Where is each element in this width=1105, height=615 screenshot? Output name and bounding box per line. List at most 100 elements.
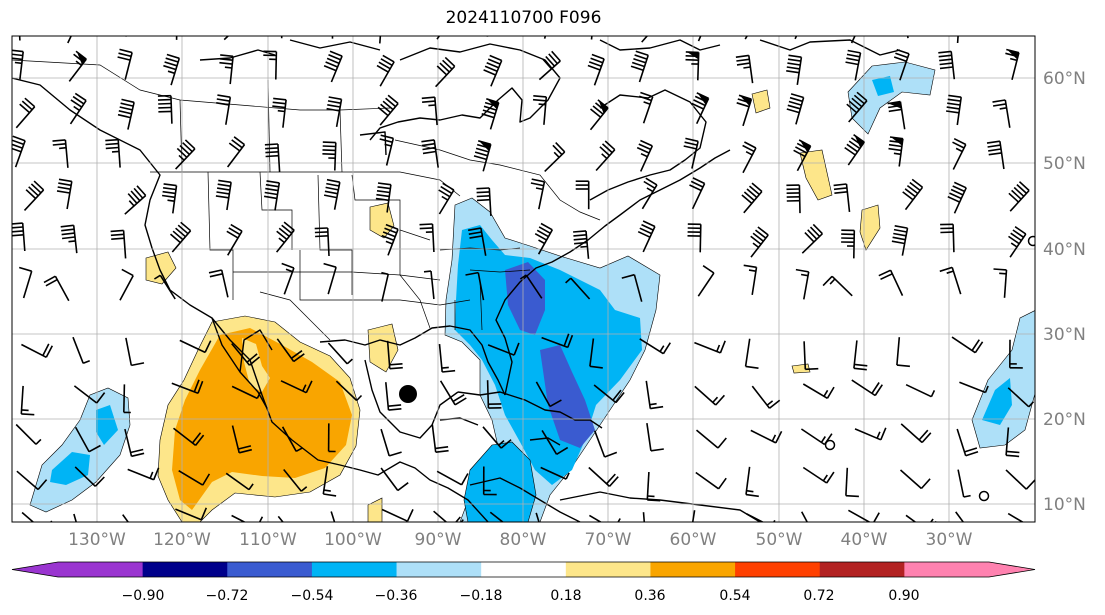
wind-barb xyxy=(535,512,540,522)
wind-barb xyxy=(231,343,261,366)
wind-barb xyxy=(1005,469,1035,490)
colorbar-segment xyxy=(481,562,567,577)
colorbar-label: −0.36 xyxy=(375,588,418,604)
wind-barb xyxy=(786,93,805,125)
wind-barb xyxy=(43,275,70,302)
wind-barb xyxy=(541,429,569,455)
wind-barb xyxy=(431,424,449,453)
wind-barb xyxy=(851,379,883,397)
colorbar-segment xyxy=(58,562,144,577)
latitude-labels: 60°N 50°N 40°N 30°N 20°N 10°N xyxy=(1043,69,1086,515)
wind-barb xyxy=(1008,226,1027,258)
hurricane-symbol xyxy=(978,490,990,502)
wind-barb xyxy=(638,91,654,124)
wind-barb xyxy=(956,428,979,457)
wind-barb xyxy=(544,142,566,172)
wind-barb xyxy=(697,265,715,297)
wind-barb xyxy=(179,339,212,354)
wind-barb xyxy=(803,341,819,371)
wind-barb xyxy=(16,470,48,491)
wind-barb xyxy=(906,36,909,39)
wind-barb xyxy=(125,337,145,367)
wind-barb xyxy=(123,384,131,414)
wind-barb xyxy=(225,472,254,491)
lon-label: 60°W xyxy=(670,530,717,550)
wind-barb xyxy=(73,513,78,522)
positive-anomaly-small-3 xyxy=(367,323,399,373)
colorbar-segment xyxy=(819,562,905,577)
wind-barb xyxy=(639,338,671,355)
wind-barb xyxy=(226,223,243,256)
wind-barb xyxy=(630,50,649,83)
wind-barb xyxy=(955,511,965,522)
wind-barb xyxy=(15,97,36,129)
colorbar-label: 0.36 xyxy=(634,588,665,604)
wind-barb xyxy=(171,379,204,395)
wind-barb xyxy=(887,100,906,130)
wind-barb xyxy=(486,36,489,37)
wind-barb xyxy=(335,380,363,402)
wind-barb xyxy=(801,223,823,254)
lon-label: 50°W xyxy=(756,530,803,550)
tropical-cyclone-marker xyxy=(399,385,417,403)
colorbar-segment xyxy=(650,562,736,577)
wind-barb xyxy=(486,380,502,409)
wind-barb xyxy=(175,139,196,170)
wind-barb xyxy=(105,138,121,168)
wind-barb xyxy=(694,385,725,406)
wind-barb xyxy=(589,99,609,131)
wind-barb xyxy=(587,53,605,86)
wind-barb xyxy=(275,221,295,253)
wind-barb xyxy=(68,50,87,82)
wind-barb xyxy=(419,223,435,253)
wind-barb xyxy=(326,96,343,128)
wind-barb xyxy=(60,224,78,254)
lat-label: 30°N xyxy=(1043,325,1086,345)
wind-barb xyxy=(379,36,382,44)
lat-label: 50°N xyxy=(1043,154,1086,174)
wind-barb xyxy=(231,425,252,454)
wind-barb xyxy=(543,36,547,39)
wind-barb xyxy=(223,36,230,41)
wind-barb xyxy=(323,262,337,295)
positive-anomaly-small-6 xyxy=(859,204,881,251)
positive-anomaly-small-5 xyxy=(799,149,833,201)
wind-barb xyxy=(938,50,956,80)
wind-barb xyxy=(435,56,456,88)
wind-barb xyxy=(742,141,757,174)
wind-barb xyxy=(69,92,87,125)
wind-barb xyxy=(280,36,283,39)
wind-barb xyxy=(20,385,35,416)
colorbar-label: 0.72 xyxy=(803,588,834,604)
wind-barb xyxy=(695,429,727,449)
wind-barb xyxy=(646,471,661,502)
wind-barb xyxy=(314,227,330,257)
wind-barb xyxy=(385,382,402,411)
wind-barb xyxy=(697,36,702,42)
wind-barb xyxy=(327,423,336,453)
wind-barb xyxy=(438,182,455,215)
wind-barb xyxy=(381,223,399,256)
wind-barb xyxy=(376,54,395,87)
wind-barb xyxy=(589,338,603,369)
wind-barb xyxy=(532,95,548,125)
wind-barb xyxy=(833,183,851,212)
wind-barb xyxy=(272,97,287,128)
wind-barb xyxy=(891,225,909,256)
wind-barb xyxy=(575,180,590,210)
wind-barb xyxy=(802,383,835,399)
negative-anomaly-atlantic-east-outer xyxy=(971,310,1035,449)
wind-barb xyxy=(124,185,147,215)
wind-barb xyxy=(327,342,353,365)
wind-barb xyxy=(331,36,334,39)
wind-barb xyxy=(750,429,783,444)
lon-label: 40°W xyxy=(841,530,888,550)
colorbar-label: −0.18 xyxy=(460,588,503,604)
wind-barb xyxy=(893,48,910,81)
wind-barb xyxy=(1005,48,1020,80)
wind-barb xyxy=(283,468,308,492)
wind-barb xyxy=(380,428,402,457)
wind-barb xyxy=(215,179,232,211)
wind-barb xyxy=(1009,339,1023,369)
wind-barb xyxy=(940,223,955,253)
